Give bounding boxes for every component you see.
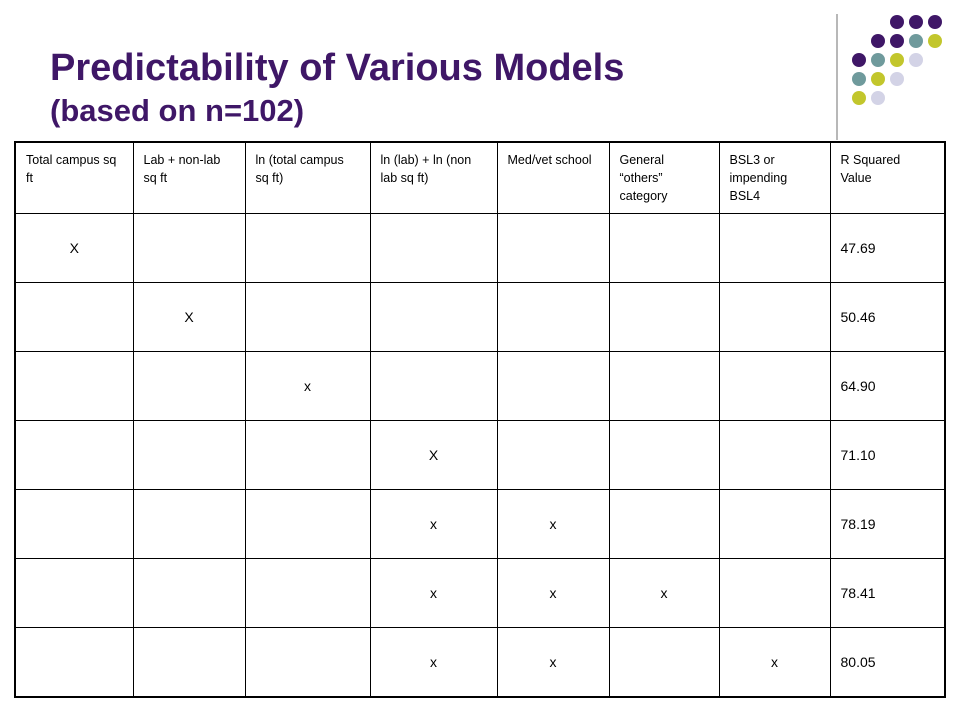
table-row: x 64.90 <box>14 351 946 422</box>
table-cell <box>369 351 498 422</box>
table-cell: x <box>369 489 498 560</box>
table-cell <box>608 420 720 491</box>
table-cell: x <box>496 627 610 698</box>
table-cell <box>244 213 371 284</box>
r-squared-cell: 64.90 <box>829 351 946 422</box>
table-cell <box>608 351 720 422</box>
table-cell: X <box>132 282 246 353</box>
table-cell: x <box>369 627 498 698</box>
table-cell: x <box>244 351 371 422</box>
col-header-others: General “others” category <box>608 141 720 215</box>
table-cell: X <box>14 213 134 284</box>
table-cell <box>718 282 831 353</box>
decorative-dot <box>909 15 923 29</box>
decorative-dot <box>871 53 885 67</box>
decorative-dot <box>871 72 885 86</box>
slide-title: Predictability of Various Models (based … <box>50 46 810 129</box>
table-row: X 71.10 <box>14 420 946 491</box>
table-cell <box>14 420 134 491</box>
table-cell <box>369 282 498 353</box>
decorative-divider <box>836 14 838 140</box>
col-header-r-squared: R Squared Value <box>829 141 946 215</box>
table-cell <box>132 627 246 698</box>
table-cell <box>718 558 831 629</box>
table-cell: X <box>369 420 498 491</box>
col-header-med-vet: Med/vet school <box>496 141 610 215</box>
table-cell <box>132 420 246 491</box>
decorative-dot <box>871 91 885 105</box>
table-cell <box>14 282 134 353</box>
r-squared-cell: 50.46 <box>829 282 946 353</box>
col-header-ln-total: ln (total campus sq ft) <box>244 141 371 215</box>
table-cell <box>369 213 498 284</box>
decorative-dot <box>909 53 923 67</box>
r-squared-cell: 71.10 <box>829 420 946 491</box>
table-cell <box>14 351 134 422</box>
table-cell <box>132 351 246 422</box>
table-cell <box>718 213 831 284</box>
col-header-lab-nonlab: Lab + non-lab sq ft <box>132 141 246 215</box>
decorative-dot <box>871 34 885 48</box>
table-row: x x x 78.41 <box>14 558 946 629</box>
table-cell <box>244 282 371 353</box>
title-main: Predictability of Various Models <box>50 47 625 89</box>
decorative-dot <box>909 34 923 48</box>
table-cell <box>496 351 610 422</box>
table-cell <box>496 282 610 353</box>
r-squared-cell: 78.19 <box>829 489 946 560</box>
decorative-dot <box>852 72 866 86</box>
table-row: x x x 80.05 <box>14 627 946 698</box>
table-row: X 50.46 <box>14 282 946 353</box>
table-cell <box>608 213 720 284</box>
table-cell <box>718 351 831 422</box>
table-cell: x <box>718 627 831 698</box>
table-row: x x 78.19 <box>14 489 946 560</box>
col-header-ln-lab-nonlab: ln (lab) + ln (non lab sq ft) <box>369 141 498 215</box>
table-cell <box>244 489 371 560</box>
col-header-bsl: BSL3 or impending BSL4 <box>718 141 831 215</box>
decorative-dot <box>890 34 904 48</box>
table-cell <box>244 420 371 491</box>
table-cell <box>718 420 831 491</box>
table-cell <box>14 489 134 560</box>
table-cell: x <box>369 558 498 629</box>
table-cell <box>132 213 246 284</box>
decorative-dot <box>928 15 942 29</box>
decorative-dot <box>890 15 904 29</box>
table-cell <box>244 627 371 698</box>
decorative-dot <box>890 72 904 86</box>
table-cell <box>14 558 134 629</box>
decorative-dot <box>852 53 866 67</box>
models-table: Total campus sq ft Lab + non-lab sq ft l… <box>14 141 946 698</box>
table-cell <box>496 213 610 284</box>
table-cell <box>132 558 246 629</box>
table-header-row: Total campus sq ft Lab + non-lab sq ft l… <box>14 141 946 215</box>
decorative-dot <box>890 53 904 67</box>
table-cell <box>496 420 610 491</box>
table-cell <box>608 627 720 698</box>
table-cell <box>718 489 831 560</box>
table-cell <box>244 558 371 629</box>
r-squared-cell: 78.41 <box>829 558 946 629</box>
table-cell <box>132 489 246 560</box>
decorative-dot <box>852 91 866 105</box>
table-cell <box>14 627 134 698</box>
col-header-total-campus: Total campus sq ft <box>14 141 134 215</box>
table-cell <box>608 282 720 353</box>
r-squared-cell: 47.69 <box>829 213 946 284</box>
table-cell: x <box>496 489 610 560</box>
decorative-dot <box>928 34 942 48</box>
r-squared-cell: 80.05 <box>829 627 946 698</box>
table-cell <box>608 489 720 560</box>
table-row: X 47.69 <box>14 213 946 284</box>
title-subtitle: (based on n=102) <box>50 92 305 128</box>
table-cell: x <box>608 558 720 629</box>
table-cell: x <box>496 558 610 629</box>
